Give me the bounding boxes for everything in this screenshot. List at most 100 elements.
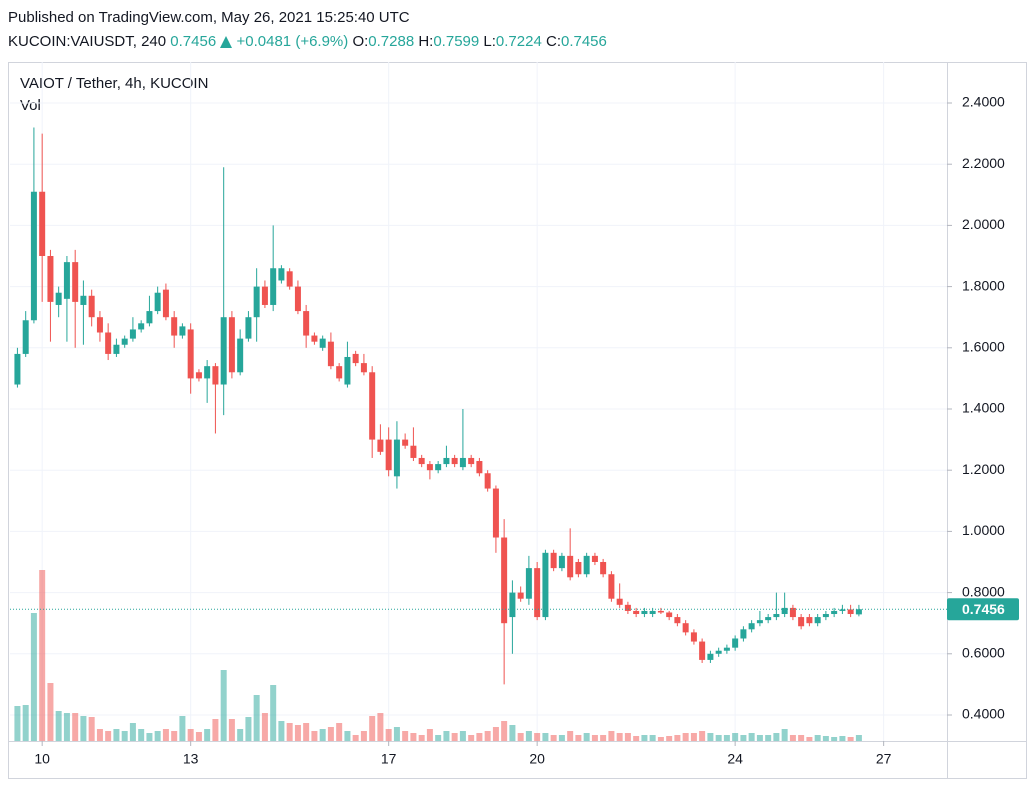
volume-bar	[517, 733, 524, 741]
y-tick-label: 2.0000	[962, 216, 1005, 232]
volume-bar	[509, 725, 516, 741]
volume-bar	[773, 733, 780, 741]
low-value: 0.7224	[495, 33, 542, 50]
volume-bar	[468, 735, 475, 741]
candle-body	[146, 311, 153, 324]
candle-body	[674, 617, 681, 624]
candle-body	[509, 592, 516, 618]
volume-bar	[781, 729, 788, 741]
volume-bar	[121, 731, 128, 741]
volume-bar	[63, 713, 70, 741]
volume-bar	[855, 735, 862, 741]
volume-bar	[806, 737, 813, 741]
candle-body	[336, 366, 343, 379]
candle-body	[451, 457, 458, 465]
x-tick-label: 27	[876, 751, 892, 767]
candle-body	[740, 629, 747, 639]
volume-bar	[633, 736, 640, 741]
volume-bar	[608, 731, 615, 741]
volume-bar	[385, 729, 392, 741]
candle-body	[666, 612, 673, 618]
volume-bar	[336, 723, 343, 741]
candle-body	[195, 372, 202, 379]
candle-body	[393, 439, 400, 477]
candle-body	[402, 439, 409, 446]
candle-body	[633, 610, 640, 615]
volume-bar	[162, 729, 169, 741]
volume-bar	[575, 735, 582, 741]
candle-body	[410, 445, 417, 458]
candle-body	[822, 614, 829, 618]
volume-bar	[649, 735, 656, 741]
candle-body	[162, 289, 169, 318]
candle-body	[327, 341, 334, 367]
volume-bar	[369, 716, 376, 741]
volume-bar	[715, 735, 722, 741]
candle-body	[237, 338, 244, 373]
candle-body	[187, 329, 194, 379]
high-value: 0.7599	[433, 33, 480, 50]
candle-body	[96, 317, 103, 333]
volume-bar	[352, 735, 359, 741]
candle-body	[534, 568, 541, 618]
candle-body	[344, 356, 351, 385]
candle-body	[699, 641, 706, 660]
candle-body	[649, 610, 656, 615]
symbol-row: KUCOIN:VAIUSDT, 240 0.7456 +0.0481 (+6.9…	[8, 30, 607, 54]
volume-bar	[600, 735, 607, 741]
volume-bar	[278, 721, 285, 741]
candle-body	[105, 332, 112, 354]
open-value: 0.7288	[368, 33, 415, 50]
y-tick-label: 2.4000	[962, 94, 1005, 110]
volume-bar	[327, 727, 334, 741]
candle-body	[113, 344, 120, 354]
volume-label: Vol	[20, 97, 41, 114]
close-value: 0.7456	[560, 33, 607, 50]
published: Published on TradingView.com, May 26, 20…	[8, 9, 410, 26]
candle-body	[72, 262, 79, 302]
candle-body	[468, 457, 475, 465]
volume-bar	[534, 733, 541, 741]
y-tick-label: 0.4000	[962, 706, 1005, 722]
volume-bar	[237, 729, 244, 741]
candle-body	[63, 262, 70, 299]
volume-bar	[822, 736, 829, 741]
volume-bar	[525, 731, 532, 741]
candle-body	[525, 568, 532, 599]
candle-body	[459, 457, 466, 468]
candle-body	[814, 617, 821, 624]
candle-body	[286, 271, 293, 287]
volume-bar	[748, 733, 755, 741]
candle-body	[418, 457, 425, 465]
volume-bar	[88, 717, 95, 741]
x-tick-label: 17	[381, 751, 397, 767]
volume-bar	[80, 716, 87, 741]
header: Published on TradingView.com, May 26, 20…	[8, 6, 607, 54]
volume-bar	[426, 729, 433, 741]
candle-body	[715, 650, 722, 654]
candle-body	[773, 614, 780, 618]
candle-body	[492, 488, 499, 538]
volume-bar	[393, 727, 400, 741]
volume-bar	[443, 731, 450, 741]
candle-body	[789, 607, 796, 618]
y-tick-label: 1.2000	[962, 461, 1005, 477]
volume-bar	[459, 731, 466, 741]
candle-body	[30, 191, 37, 321]
candle-body	[294, 286, 301, 312]
volume-bar	[583, 733, 590, 741]
volume-bar	[624, 733, 631, 741]
candle-body	[765, 617, 772, 621]
volume-bar	[657, 737, 664, 741]
candle-body	[855, 609, 862, 615]
volume-bar	[294, 725, 301, 741]
candle-body	[707, 653, 714, 660]
candle-body	[212, 366, 219, 385]
volume-bar	[303, 723, 310, 741]
candle-body	[47, 256, 54, 302]
volume-bar	[765, 735, 772, 741]
volume-bar	[550, 735, 557, 741]
candle-body	[360, 363, 367, 373]
candle-body	[558, 555, 565, 569]
candle-body	[550, 552, 557, 569]
